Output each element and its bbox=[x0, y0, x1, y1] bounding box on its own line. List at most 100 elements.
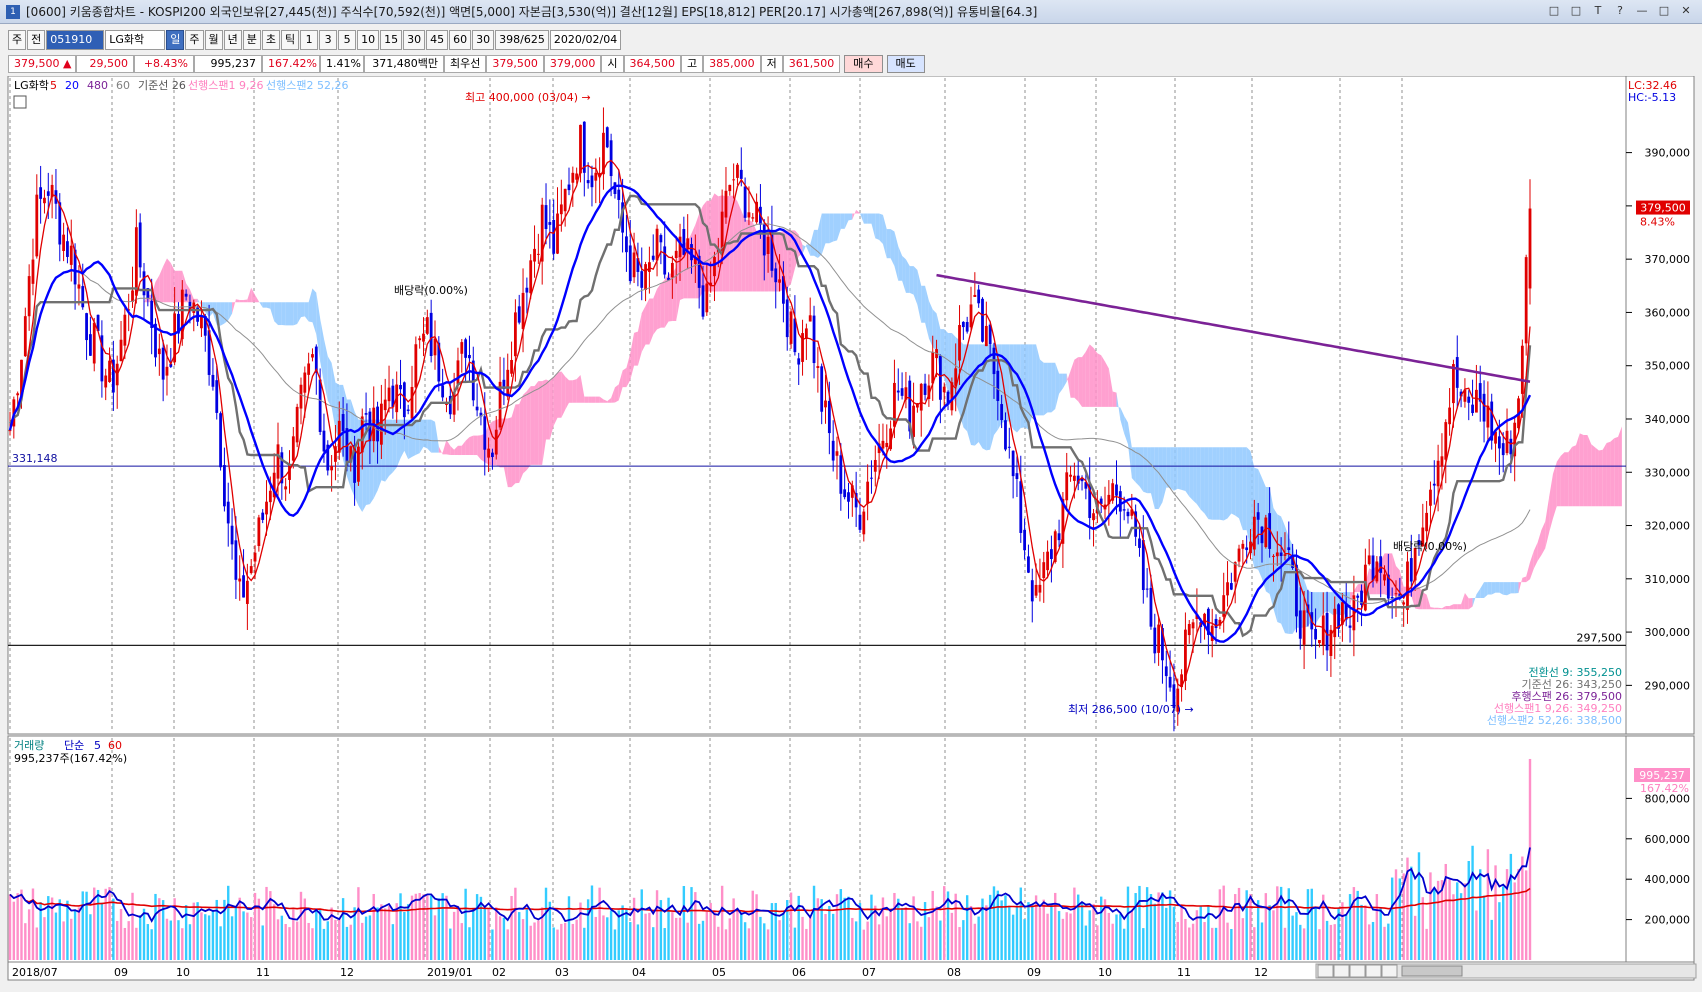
candle-body bbox=[1245, 547, 1249, 551]
toolbar-item-3[interactable]: LG화학 bbox=[105, 30, 166, 50]
toolbar-item-10[interactable]: 틱 bbox=[281, 30, 300, 50]
ichimoku-cloud-segment bbox=[189, 289, 194, 303]
candle-body bbox=[739, 169, 743, 179]
window-button-1[interactable]: □ bbox=[1570, 4, 1582, 17]
candle-body bbox=[23, 316, 27, 357]
sell-button[interactable]: 매도 bbox=[886, 55, 925, 73]
volume-bar bbox=[1356, 890, 1359, 960]
ichimoku-cloud-segment bbox=[251, 287, 256, 303]
toolbar-item-16[interactable]: 30 bbox=[403, 30, 426, 50]
volume-bar bbox=[571, 923, 575, 960]
toolbar-item-19[interactable]: 30 bbox=[472, 30, 495, 50]
volume-bar bbox=[1073, 887, 1076, 960]
candle-body bbox=[801, 333, 804, 362]
candle-body bbox=[709, 282, 713, 286]
volume-bar bbox=[720, 885, 724, 960]
candle-body bbox=[1195, 614, 1199, 619]
toolbar-item-5[interactable]: 주 bbox=[185, 30, 204, 50]
candle-body bbox=[184, 293, 188, 297]
volume-bar bbox=[847, 896, 850, 960]
ichimoku-cloud-segment bbox=[611, 387, 615, 403]
ichimoku-cloud-segment bbox=[235, 299, 240, 303]
current-price-box bbox=[1636, 200, 1690, 215]
candle-body bbox=[605, 127, 609, 148]
volume-bar bbox=[257, 898, 261, 960]
window-button-3[interactable]: ? bbox=[1617, 4, 1623, 17]
ichimoku-cloud-segment bbox=[392, 419, 397, 473]
candle-body bbox=[104, 375, 108, 388]
toolbar-item-2[interactable]: 051910 bbox=[46, 30, 105, 50]
toolbar-item-20[interactable]: 398/625 bbox=[495, 30, 549, 50]
ichimoku-cloud-segment bbox=[561, 371, 566, 418]
volume-bar bbox=[950, 912, 954, 960]
volume-bar bbox=[161, 900, 165, 960]
toolbar-item-21[interactable]: 2020/02/04 bbox=[549, 30, 622, 50]
volume-legend-title: 거래량 bbox=[14, 739, 44, 752]
candle-body bbox=[938, 355, 942, 400]
ichimoku-cloud-segment bbox=[1032, 344, 1037, 416]
scroll-button-0 bbox=[1317, 964, 1334, 978]
toolbar-item-18[interactable]: 60 bbox=[449, 30, 472, 50]
high-price: 385,000 bbox=[703, 55, 761, 73]
volume-bar bbox=[177, 920, 180, 960]
volume-bar bbox=[786, 900, 789, 960]
window-button-0[interactable]: □ bbox=[1548, 4, 1560, 17]
window-button-2[interactable]: T bbox=[1594, 4, 1602, 17]
table-icon bbox=[13, 95, 27, 109]
price-axis-tick: 330,000 bbox=[1645, 466, 1691, 479]
volume-bar bbox=[96, 889, 100, 960]
volume-bar bbox=[1501, 886, 1505, 960]
high-label: 고 bbox=[681, 55, 704, 73]
ichimoku-cloud-segment bbox=[289, 302, 294, 326]
window-button-5[interactable]: □ bbox=[1658, 4, 1670, 17]
ichimoku-cloud-segment bbox=[568, 380, 573, 403]
low-label: 저 bbox=[760, 55, 783, 73]
candle-body bbox=[1406, 561, 1409, 610]
toolbar-item-12[interactable]: 3 bbox=[319, 30, 338, 50]
ichimoku-cloud-segment bbox=[1204, 447, 1209, 520]
candle-body bbox=[893, 382, 896, 427]
volume-legend-ma: 단순 bbox=[64, 739, 84, 752]
volume-bar bbox=[1222, 885, 1225, 960]
volume-bar bbox=[1256, 900, 1260, 960]
toolbar-item-17[interactable]: 45 bbox=[426, 30, 449, 50]
volume-bar bbox=[1180, 907, 1183, 960]
candle-body bbox=[487, 448, 490, 458]
toolbar-item-13[interactable]: 5 bbox=[338, 30, 357, 50]
ichimoku-cloud-segment bbox=[155, 275, 160, 303]
toolbar-item-15[interactable]: 15 bbox=[380, 30, 403, 50]
ichimoku-cloud-segment bbox=[913, 266, 918, 305]
candle-body bbox=[559, 204, 563, 215]
volume-current-box bbox=[1634, 768, 1690, 782]
volume-bar bbox=[280, 915, 284, 960]
price-axis-tick: 350,000 bbox=[1645, 360, 1691, 373]
candle-body bbox=[1436, 460, 1440, 487]
ichimoku-cloud-segment bbox=[925, 285, 929, 339]
toolbar-item-7[interactable]: 년 bbox=[223, 30, 242, 50]
volume-bar bbox=[1077, 894, 1080, 960]
toolbar-item-4[interactable]: 일 bbox=[166, 30, 185, 50]
scroll-button-1 bbox=[1333, 964, 1350, 978]
ichimoku-cloud-segment bbox=[565, 376, 569, 410]
ichimoku-cloud-segment bbox=[1193, 447, 1197, 505]
candle-body bbox=[165, 366, 169, 376]
toolbar-item-0[interactable]: 주 bbox=[8, 30, 27, 50]
toolbar-item-11[interactable]: 1 bbox=[300, 30, 319, 50]
window-button-6[interactable]: ✕ bbox=[1681, 4, 1691, 17]
volume-bar bbox=[357, 887, 360, 960]
toolbar-item-1[interactable]: 전 bbox=[27, 30, 46, 50]
window-button-4[interactable]: — bbox=[1636, 4, 1648, 17]
buy-button[interactable]: 매수 bbox=[844, 55, 883, 73]
ichimoku-cloud-segment bbox=[262, 302, 267, 308]
toolbar-item-6[interactable]: 월 bbox=[204, 30, 223, 50]
ichimoku-cloud-segment bbox=[637, 313, 642, 366]
toolbar-item-8[interactable]: 분 bbox=[242, 30, 261, 50]
toolbar-item-9[interactable]: 초 bbox=[261, 30, 280, 50]
ichimoku-cloud-segment bbox=[1457, 604, 1462, 610]
volume-bar bbox=[223, 899, 226, 960]
volume-bar bbox=[1233, 894, 1237, 960]
volume-bar bbox=[181, 928, 184, 960]
ichimoku-cloud-segment bbox=[1357, 583, 1362, 593]
toolbar-item-14[interactable]: 10 bbox=[357, 30, 380, 50]
